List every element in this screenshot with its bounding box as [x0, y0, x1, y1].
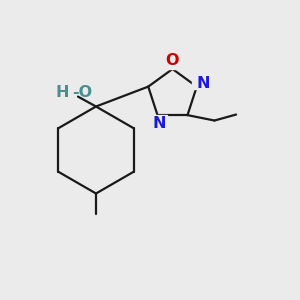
Text: N: N: [153, 116, 166, 131]
Bar: [152, 115, 166, 126]
Text: O: O: [166, 53, 179, 68]
Text: N: N: [196, 76, 210, 91]
Text: -O: -O: [73, 85, 93, 100]
Text: H: H: [56, 85, 69, 100]
Bar: [164, 58, 181, 70]
Bar: [192, 79, 207, 89]
